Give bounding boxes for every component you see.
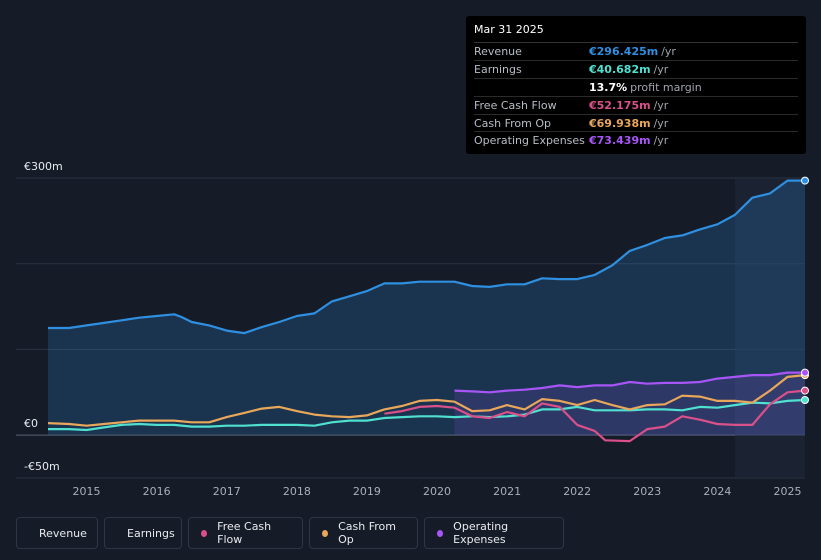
- x-tick-label: 2016: [143, 485, 171, 498]
- legend-item-revenue[interactable]: Revenue: [16, 517, 98, 549]
- legend-label: Earnings: [127, 526, 175, 540]
- tooltip-label: Operating Expenses: [474, 134, 585, 148]
- legend-item-free-cash-flow[interactable]: Free Cash Flow: [188, 517, 303, 549]
- tooltip-unit: /yr: [653, 116, 669, 130]
- y-tick-label: €300m: [24, 160, 63, 173]
- tooltip-unit: /yr: [661, 44, 676, 58]
- y-tick-label: €0: [24, 417, 38, 430]
- legend-label: Cash From Op: [338, 520, 396, 546]
- x-tick-label: 2022: [563, 485, 591, 498]
- grid-lines: [16, 177, 805, 479]
- legend-item-earnings[interactable]: Earnings: [104, 517, 182, 549]
- revenue-area: [48, 180, 805, 436]
- legend-dot-icon: [437, 529, 444, 537]
- tooltip-row: Revenue €296.425m/yr: [474, 43, 798, 61]
- x-tick-label: 2020: [423, 485, 451, 498]
- tooltip-label: Cash From Op: [474, 116, 552, 130]
- tooltip-row: Free Cash Flow €52.175m/yr: [474, 97, 798, 115]
- revenue-line: [48, 179, 805, 335]
- tooltip-value: €73.439m: [589, 134, 651, 148]
- free-cash-flow-line: [384, 389, 806, 443]
- cash-from-op-line: [47, 374, 806, 427]
- legend-item-operating-expenses[interactable]: Operating Expenses: [424, 517, 564, 549]
- earnings-line: [48, 398, 806, 432]
- operating-expenses-line: [454, 371, 805, 394]
- tooltip-row: Cash From Op €69.938m/yr: [474, 115, 798, 133]
- operating-expenses-end-marker: [801, 368, 809, 377]
- tooltip-rows: Revenue €296.425m/yr Earnings €40.682m/yr 13…: [474, 43, 798, 149]
- tooltip-value: 13.7%: [589, 80, 628, 94]
- revenue-end-marker: [801, 176, 809, 185]
- series-lines: [47, 179, 806, 443]
- tooltip-label: Revenue: [474, 44, 522, 58]
- tooltip-value: €296.425m: [589, 44, 659, 58]
- tooltip-unit: /yr: [653, 62, 669, 76]
- y-tick-label: -€50m: [24, 460, 60, 473]
- x-tick-label: 2015: [73, 485, 101, 498]
- tooltip-unit: profit margin: [630, 80, 702, 94]
- tooltip-value: €40.682m: [589, 62, 651, 76]
- y-axis-labels: €300m €0 -€50m: [24, 160, 63, 473]
- tooltip-unit: /yr: [653, 134, 669, 148]
- legend-dot-icon: [322, 529, 329, 537]
- tooltip-panel: Mar 31 2025 Revenue €296.425m/yr Earnings €…: [466, 16, 806, 154]
- tooltip-label: Earnings: [474, 62, 522, 76]
- tooltip-row: Operating Expenses €73.439m/yr: [474, 132, 798, 149]
- tooltip-value: €52.175m: [589, 98, 651, 112]
- legend-label: Revenue: [39, 526, 87, 540]
- x-tick-label: 2017: [213, 485, 241, 498]
- x-tick-label: 2021: [493, 485, 521, 498]
- tooltip-unit: /yr: [653, 98, 669, 112]
- tooltip-label: Free Cash Flow: [474, 98, 557, 112]
- legend-item-cash-from-op[interactable]: Cash From Op: [309, 517, 418, 549]
- series-end-markers: [801, 176, 809, 404]
- legend-label: Operating Expenses: [453, 520, 509, 546]
- x-axis-labels: 2015 2016 2017 2018 2019 2020 2021 2022 2023 2024…: [73, 485, 802, 498]
- x-tick-label: 2023: [633, 485, 661, 498]
- highlight-band: [734, 178, 805, 478]
- legend-dot-icon: [201, 529, 208, 537]
- forecast-highlight-band: [734, 178, 805, 478]
- x-tick-label: 2025: [773, 485, 801, 498]
- tooltip-row: 13.7% profit margin: [474, 79, 798, 97]
- x-tick-label: 2019: [353, 485, 381, 498]
- legend-label: Free Cash Flow: [217, 520, 272, 546]
- x-tick-label: 2018: [283, 485, 311, 498]
- tooltip-row: Earnings €40.682m/yr: [474, 61, 798, 79]
- tooltip-value: €69.938m: [589, 116, 651, 130]
- free-cash-flow-end-marker: [801, 386, 809, 395]
- tooltip-date: Mar 31 2025: [474, 23, 798, 43]
- x-tick-label: 2024: [703, 485, 731, 498]
- chart: €300m €0 -€50m 2015 2016 2017 2018 2019 2020 202…: [16, 160, 809, 498]
- earnings-end-marker: [801, 396, 809, 404]
